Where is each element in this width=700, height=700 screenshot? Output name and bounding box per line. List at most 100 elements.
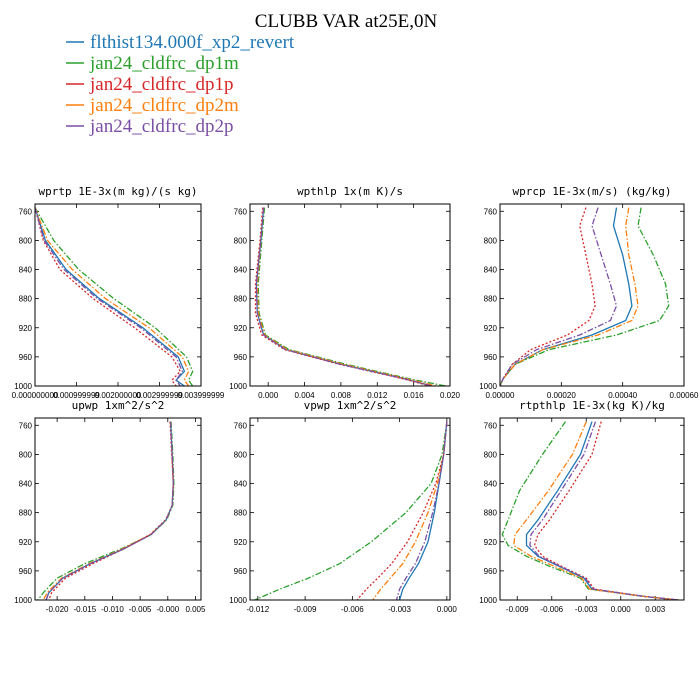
chart-panel: wprcp 1E-3x(m/s) (kg/kg) 760 800 840 880 920 9… xyxy=(479,185,699,400)
y-tick-label: 920 xyxy=(484,324,498,333)
series-line xyxy=(35,207,186,386)
x-tick-label: -0.015 xyxy=(73,605,96,614)
y-tick-label: 880 xyxy=(234,509,248,518)
y-tick-label: 880 xyxy=(19,295,33,304)
y-tick-label: 760 xyxy=(484,421,498,430)
legend-label: jan24_cldfrc_dp1p xyxy=(89,74,234,95)
plot-frame xyxy=(499,203,685,387)
y-tick-label: 880 xyxy=(234,295,248,304)
y-tick-label: 920 xyxy=(19,538,33,547)
y-tick-label: 1000 xyxy=(479,382,497,391)
x-tick-label: -0.006 xyxy=(341,605,364,614)
chart-panel: vpwp 1xm^2/s^27608008408809209601000-0.0… xyxy=(229,399,457,614)
series-line xyxy=(356,421,448,600)
panel-title: wprtp 1E-3x(m kg)/(s kg) xyxy=(39,185,198,198)
series-line xyxy=(500,207,670,386)
y-tick-label: 760 xyxy=(19,421,33,430)
x-tick-label: -0.012 xyxy=(247,605,270,614)
y-tick-label: 840 xyxy=(234,266,248,275)
x-tick-label: 0.00060 xyxy=(670,391,699,400)
y-tick-label: 760 xyxy=(19,207,33,216)
x-tick-label: 0.005 xyxy=(185,605,206,614)
panel-title: wpthlp 1x(m K)/s xyxy=(297,185,403,198)
legend-entry: flthist134.000f_xp2_revert xyxy=(66,32,295,53)
x-tick-label: -0.009 xyxy=(294,605,317,614)
y-tick-label: 880 xyxy=(484,295,498,304)
series-line xyxy=(533,421,679,600)
y-tick-label: 1000 xyxy=(14,596,32,605)
y-tick-label: 920 xyxy=(234,538,248,547)
series-line xyxy=(529,421,679,600)
panel-title: upwp 1xm^2/s^2 xyxy=(72,399,165,412)
y-tick-label: 800 xyxy=(234,236,248,245)
series-line xyxy=(500,207,639,386)
y-tick-label: 960 xyxy=(484,567,498,576)
y-tick-label: 760 xyxy=(234,421,248,430)
x-tick-label: 0.003 xyxy=(645,605,666,614)
chart-panel: wpthlp 1x(m K)/s 760 800 840 880 920 960 1000 0.… xyxy=(229,185,460,400)
y-tick-label: 1000 xyxy=(479,596,497,605)
plot-frame xyxy=(34,417,202,601)
x-tick-label: 0.008 xyxy=(331,391,352,400)
y-tick-label: 840 xyxy=(19,266,33,275)
series-line xyxy=(254,207,431,386)
x-tick-label: -0.020 xyxy=(46,605,69,614)
y-tick-label: 760 xyxy=(234,207,248,216)
series-line xyxy=(35,207,184,386)
y-tick-label: 1000 xyxy=(229,382,247,391)
y-tick-label: 800 xyxy=(484,450,498,459)
plot-frame xyxy=(249,203,451,387)
y-tick-label: 800 xyxy=(234,450,248,459)
series-line xyxy=(255,207,432,386)
x-tick-label: 0.004 xyxy=(295,391,316,400)
series-line xyxy=(257,207,446,386)
y-tick-label: 880 xyxy=(484,509,498,518)
x-tick-label: 0.016 xyxy=(404,391,425,400)
y-tick-label: 800 xyxy=(19,236,33,245)
y-tick-label: 840 xyxy=(484,266,498,275)
y-tick-label: 920 xyxy=(484,538,498,547)
y-tick-label: 800 xyxy=(19,450,33,459)
panel-title: vpwp 1xm^2/s^2 xyxy=(304,399,397,412)
y-tick-label: 1000 xyxy=(14,382,32,391)
series-line xyxy=(500,207,618,386)
panel-title: rtpthlp 1E-3x(kg K)/kg xyxy=(519,399,665,412)
series-line xyxy=(35,207,190,386)
legend-label: jan24_cldfrc_dp1m xyxy=(89,53,239,74)
legend-entry: jan24_cldfrc_dp2m xyxy=(66,95,239,116)
panels-group: wprtp 1E-3x(m kg)/(s kg) 760 800 840 880 920 9… xyxy=(12,185,699,614)
series-line xyxy=(45,421,174,600)
y-tick-label: 920 xyxy=(19,324,33,333)
legend: flthist134.000f_xp2_revert jan24_cldfrc_… xyxy=(66,32,295,137)
y-tick-label: 840 xyxy=(234,480,248,489)
series-line xyxy=(254,421,448,600)
y-tick-label: 960 xyxy=(19,567,33,576)
legend-entry: jan24_cldfrc_dp2p xyxy=(66,116,234,137)
plot-frame xyxy=(34,203,202,387)
legend-entry: jan24_cldfrc_dp1p xyxy=(66,74,234,95)
y-tick-label: 880 xyxy=(19,509,33,518)
chart-panel: wprtp 1E-3x(m kg)/(s kg) 760 800 840 880 920 9… xyxy=(12,185,225,400)
x-tick-label: 0.000000000 xyxy=(12,391,59,400)
y-tick-label: 760 xyxy=(484,207,498,216)
x-tick-label: 0.020 xyxy=(440,391,461,400)
x-tick-label: -0.000 xyxy=(156,605,179,614)
series-line xyxy=(372,421,448,600)
x-tick-label: 0.00040 xyxy=(608,391,637,400)
x-tick-label: 0.00000 xyxy=(486,391,515,400)
series-line xyxy=(35,207,194,386)
x-tick-label: 0.000999999 xyxy=(53,391,100,400)
x-tick-label: -0.005 xyxy=(129,605,152,614)
x-tick-label: 0.002000000 xyxy=(95,391,142,400)
x-tick-label: -0.003 xyxy=(575,605,598,614)
legend-label: jan24_cldfrc_dp2p xyxy=(89,116,234,137)
series-line xyxy=(35,207,182,386)
plot-frame xyxy=(249,417,451,601)
y-tick-label: 800 xyxy=(484,236,498,245)
y-tick-label: 840 xyxy=(484,480,498,489)
y-tick-label: 840 xyxy=(19,480,33,489)
y-tick-label: 920 xyxy=(234,324,248,333)
series-line xyxy=(525,421,679,600)
y-tick-label: 1000 xyxy=(229,596,247,605)
